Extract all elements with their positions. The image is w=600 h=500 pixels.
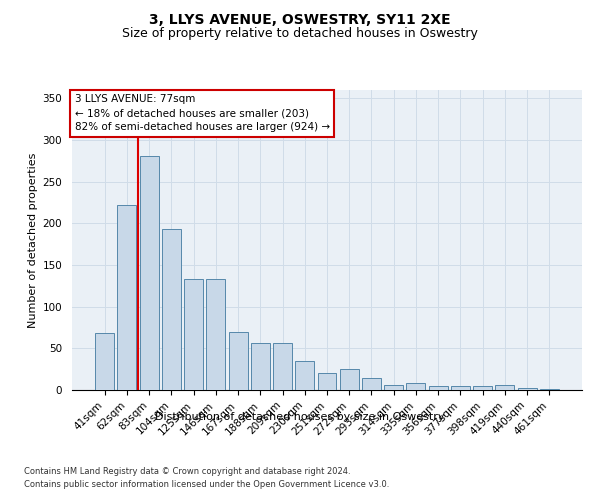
Y-axis label: Number of detached properties: Number of detached properties bbox=[28, 152, 38, 328]
Bar bbox=[406, 382, 425, 390]
Bar bbox=[340, 369, 359, 390]
Text: 3 LLYS AVENUE: 77sqm
← 18% of detached houses are smaller (203)
82% of semi-deta: 3 LLYS AVENUE: 77sqm ← 18% of detached h… bbox=[74, 94, 329, 132]
Bar bbox=[273, 342, 292, 390]
Bar bbox=[295, 361, 314, 390]
Text: Contains HM Land Registry data © Crown copyright and database right 2024.: Contains HM Land Registry data © Crown c… bbox=[24, 468, 350, 476]
Bar bbox=[362, 378, 381, 390]
Bar bbox=[518, 388, 536, 390]
Bar bbox=[496, 385, 514, 390]
Text: Contains public sector information licensed under the Open Government Licence v3: Contains public sector information licen… bbox=[24, 480, 389, 489]
Bar bbox=[451, 386, 470, 390]
Bar bbox=[118, 205, 136, 390]
Bar bbox=[140, 156, 158, 390]
Text: Size of property relative to detached houses in Oswestry: Size of property relative to detached ho… bbox=[122, 28, 478, 40]
Bar bbox=[184, 279, 203, 390]
Bar bbox=[317, 372, 337, 390]
Bar bbox=[429, 386, 448, 390]
Bar bbox=[384, 385, 403, 390]
Bar bbox=[95, 332, 114, 390]
Bar bbox=[229, 332, 248, 390]
Text: 3, LLYS AVENUE, OSWESTRY, SY11 2XE: 3, LLYS AVENUE, OSWESTRY, SY11 2XE bbox=[149, 12, 451, 26]
Text: Distribution of detached houses by size in Oswestry: Distribution of detached houses by size … bbox=[155, 412, 445, 422]
Bar bbox=[162, 229, 181, 390]
Bar bbox=[540, 389, 559, 390]
Bar bbox=[206, 279, 225, 390]
Bar bbox=[473, 386, 492, 390]
Bar bbox=[251, 342, 270, 390]
